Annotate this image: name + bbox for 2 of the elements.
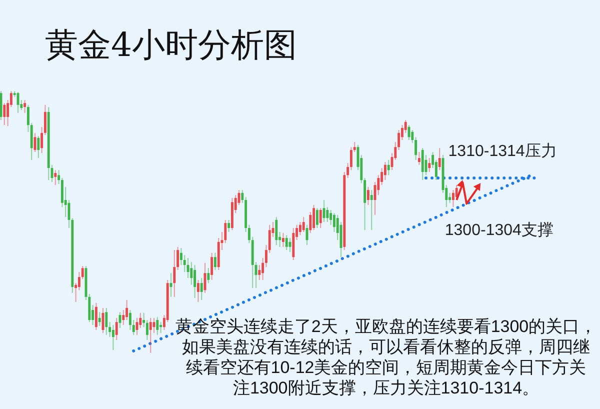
title: 黄金4小时分析图 bbox=[45, 25, 297, 64]
annotation: 黄金空头连续走了2天，亚欧盘的连续要看1300的关口，如果美盘没有连续的话，可以看看休整的反弹，周四继续看空还有10-12美金的空间，短周期黄金今日下方关注1300附近支撑，压力关注1310-1314。 bbox=[175, 317, 597, 398]
